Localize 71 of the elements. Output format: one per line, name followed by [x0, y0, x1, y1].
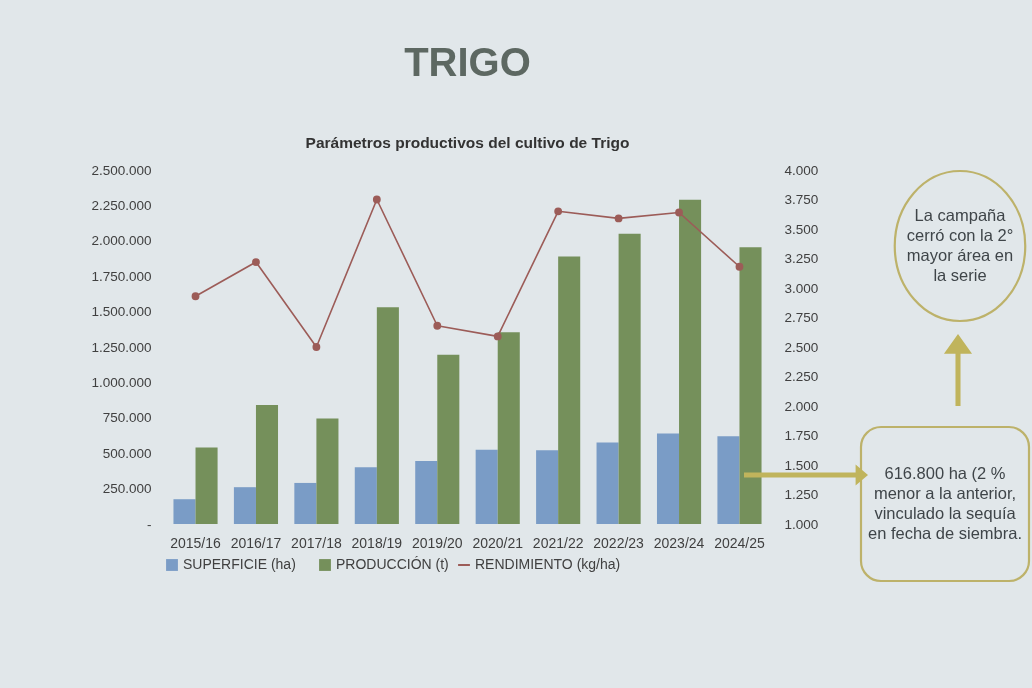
x-tick-label: 2015/16 — [170, 534, 222, 551]
legend-label: SUPERFICIE (ha) — [183, 556, 296, 572]
x-tick-label: 2024/25 — [714, 534, 765, 551]
y2-tick-label: 3.750 — [784, 192, 819, 207]
y-tick-label: 2.250.000 — [91, 197, 152, 213]
y2-tick-label: 1.750 — [784, 428, 819, 443]
y-tick-label: 1.250.000 — [91, 339, 152, 355]
bar — [618, 233, 641, 524]
bar — [173, 499, 196, 524]
y-tick-label: 1.750.000 — [91, 268, 152, 284]
y2-tick-label: 1.000 — [784, 516, 819, 532]
x-tick-label: 2023/24 — [653, 534, 705, 551]
x-tick-label: 2021/22 — [532, 534, 584, 551]
bar — [679, 199, 702, 524]
x-tick-label: 2017/18 — [291, 534, 342, 551]
y-tick-label: 1.500.000 — [91, 304, 152, 320]
y-tick-label: 250.000 — [102, 481, 152, 497]
point — [312, 343, 321, 351]
bar — [596, 442, 619, 524]
x-tick-label: 2022/23 — [593, 534, 645, 551]
point — [372, 195, 381, 204]
chart-subtitle: Parámetros productivos del cultivo de Trigo — [305, 133, 630, 151]
bar — [739, 247, 762, 524]
y2-tick-label: 2.250 — [784, 369, 819, 384]
y2-tick-label: 2.750 — [784, 310, 819, 325]
bar — [415, 460, 438, 524]
bar — [294, 482, 317, 524]
y2-tick-label: 1.500 — [784, 457, 819, 473]
chart-title: TRIGO — [404, 39, 531, 84]
bar — [497, 332, 520, 524]
x-tick-label: 2019/20 — [411, 534, 463, 551]
bar — [656, 433, 680, 524]
text: 616.800 ha (2 % menor a la anterior, vinculado la sequía en fecha de siembra. — [867, 464, 1023, 542]
y-tick-label: 2.500.000 — [91, 162, 152, 178]
text: La campaña cerró con la 2° mayor área en la serie — [906, 206, 1014, 284]
y-tick-label: 500.000 — [102, 445, 152, 461]
point — [675, 208, 683, 217]
bar — [316, 418, 339, 524]
x-tick-label: 2020/21 — [472, 534, 524, 551]
bar — [255, 405, 279, 524]
bar — [233, 487, 256, 524]
x-tick-label: 2018/19 — [351, 534, 403, 551]
point — [191, 292, 200, 301]
y2-tick-label: 4.000 — [784, 162, 819, 178]
bar — [475, 449, 498, 524]
bar — [536, 450, 559, 524]
point — [252, 258, 260, 266]
y2-tick-label: 2.500 — [784, 339, 819, 355]
y2-tick-label: 3.000 — [784, 280, 819, 296]
point — [493, 332, 502, 341]
bar — [717, 436, 740, 524]
bar — [195, 447, 218, 524]
y-tick-label: 2.000.000 — [91, 233, 152, 249]
point — [433, 321, 442, 330]
y2-tick-label: 1.250 — [784, 487, 819, 502]
y-tick-label: - — [147, 516, 152, 532]
y2-tick-label: 3.500 — [784, 221, 819, 237]
bar — [376, 307, 399, 524]
y2-tick-label: 3.250 — [784, 251, 819, 266]
legend-label: RENDIMIENTO (kg/ha) — [475, 556, 621, 572]
bar — [558, 256, 581, 524]
point — [614, 214, 623, 223]
point — [735, 262, 744, 271]
point — [554, 207, 563, 216]
bar — [437, 354, 460, 524]
y-tick-label: 750.000 — [102, 410, 152, 426]
y-tick-label: 1.000.000 — [91, 374, 152, 390]
legend-label: PRODUCCIÓN (t) — [336, 556, 449, 572]
bar — [354, 467, 377, 524]
x-tick-label: 2016/17 — [230, 534, 282, 551]
y2-tick-label: 2.000 — [784, 398, 819, 414]
